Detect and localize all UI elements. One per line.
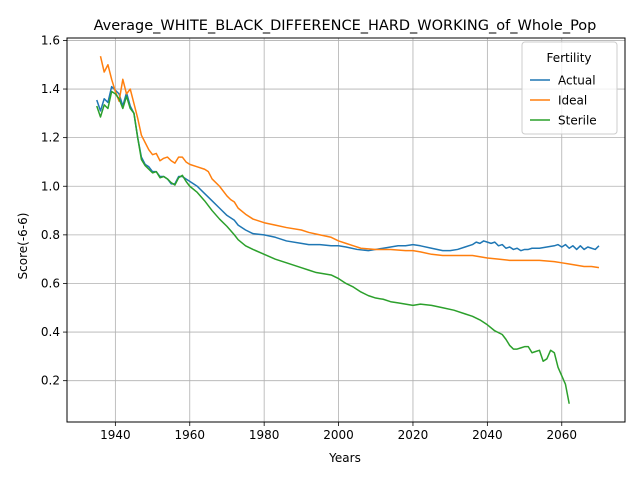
y-axis-label: Score(-6-6) xyxy=(16,213,30,280)
x-tick-label: 1960 xyxy=(174,428,205,442)
x-tick-label: 1980 xyxy=(249,428,280,442)
legend-label-sterile: Sterile xyxy=(558,114,597,128)
x-tick-label: 2000 xyxy=(323,428,354,442)
legend-title: Fertility xyxy=(546,51,591,65)
y-tick-label: 0.4 xyxy=(41,325,60,339)
y-tick-label: 0.2 xyxy=(41,374,60,388)
legend: Fertility Actual Ideal Sterile xyxy=(522,42,617,134)
x-tick-label: 2040 xyxy=(472,428,503,442)
x-tick-label: 2020 xyxy=(398,428,429,442)
y-tick-label: 1.2 xyxy=(41,131,60,145)
y-tick-label: 0.6 xyxy=(41,276,60,290)
legend-label-actual: Actual xyxy=(558,74,596,88)
legend-label-ideal: Ideal xyxy=(558,94,587,108)
y-tick-label: 1.4 xyxy=(41,82,60,96)
chart-title: Average_WHITE_BLACK_DIFFERENCE_HARD_WORK… xyxy=(94,18,597,34)
y-tick-label: 0.8 xyxy=(41,228,60,242)
y-tick-label: 1.6 xyxy=(41,33,60,47)
x-tick-label: 2060 xyxy=(546,428,577,442)
x-tick-label: 1940 xyxy=(100,428,131,442)
x-axis-label: Years xyxy=(328,451,361,465)
y-tick-label: 1.0 xyxy=(41,179,60,193)
